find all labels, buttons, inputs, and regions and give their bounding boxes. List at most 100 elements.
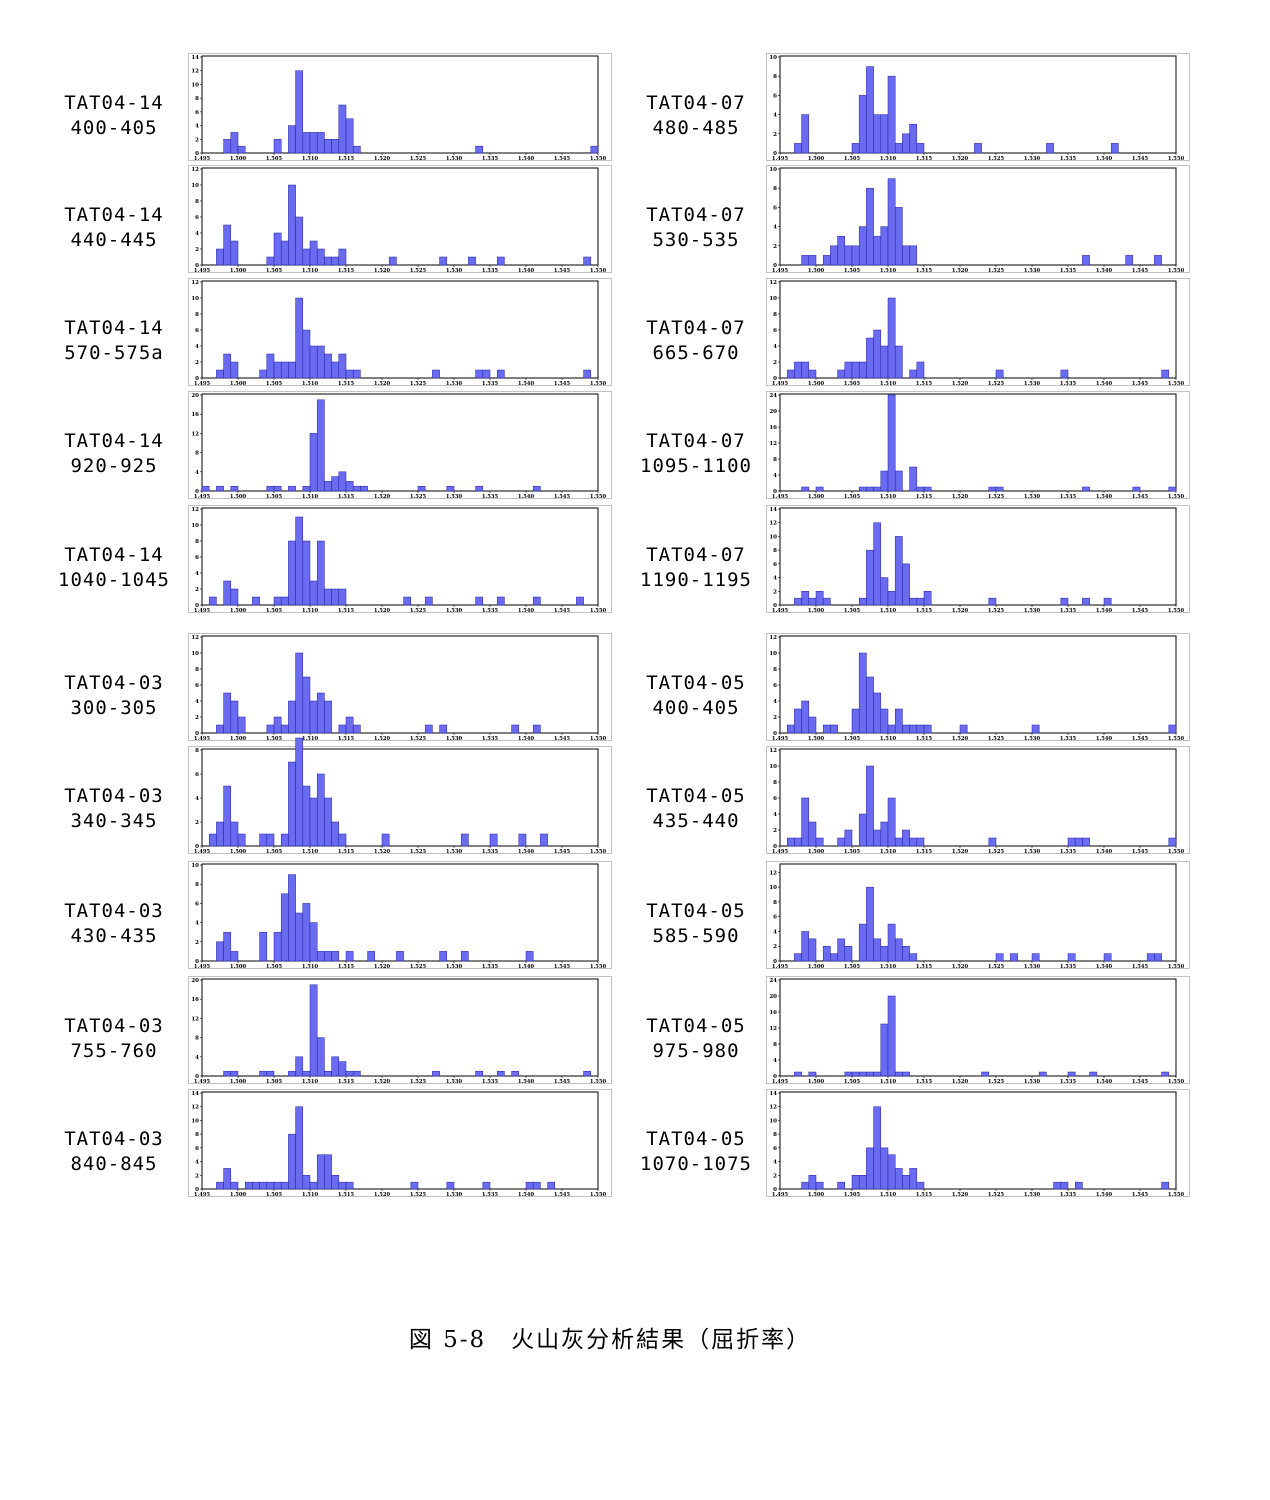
sample-id: TAT04-05 xyxy=(646,785,746,807)
x-tick-label: 1.515 xyxy=(338,849,355,855)
histogram-bar xyxy=(1110,143,1119,154)
histogram-bar xyxy=(1161,1071,1170,1077)
x-tick-label: 1.525 xyxy=(410,1079,427,1085)
x-tick-label: 1.545 xyxy=(554,156,571,162)
histogram-bar xyxy=(995,486,1004,492)
x-tick-label: 1.545 xyxy=(554,268,571,274)
histogram-bar xyxy=(822,597,831,606)
histogram-bar xyxy=(295,737,304,847)
x-tick-label: 1.540 xyxy=(1096,381,1113,387)
histogram-bar xyxy=(324,797,332,847)
y-tick-label: 6 xyxy=(195,328,199,334)
histogram-bar xyxy=(489,833,498,847)
histogram-bar xyxy=(880,1147,889,1190)
histogram-bar xyxy=(223,224,232,266)
x-tick-label: 1.500 xyxy=(230,156,247,162)
histogram-bar xyxy=(309,984,318,1077)
histogram-bar xyxy=(858,652,867,734)
histogram-bar xyxy=(786,369,795,379)
sample-depth: 840-845 xyxy=(70,1153,158,1175)
y-tick-label: 10 xyxy=(191,183,199,189)
x-tick-label: 1.515 xyxy=(916,1192,933,1198)
histogram-bar xyxy=(468,256,476,266)
histogram-bar xyxy=(237,716,246,734)
x-tick-label: 1.510 xyxy=(880,964,897,970)
histogram-bar xyxy=(309,433,318,492)
histogram-bar xyxy=(909,953,918,962)
x-tick-label: 1.510 xyxy=(880,608,897,614)
histogram-bar xyxy=(475,596,484,606)
histogram-chart: 0 2 4 6 8 10 12 1.495 1.500 1.505 1.510 1.515 1.520 1… xyxy=(188,165,612,274)
histogram-bar xyxy=(288,540,296,606)
histogram-bar xyxy=(1146,953,1155,962)
histogram-bar xyxy=(201,485,210,492)
histogram-bar xyxy=(309,345,318,379)
x-tick-label: 1.510 xyxy=(880,1192,897,1198)
histogram-bar xyxy=(1031,953,1040,962)
histogram-bar xyxy=(909,837,918,847)
histogram-bar xyxy=(923,486,932,492)
histogram-bar xyxy=(808,255,817,266)
histogram-bar xyxy=(273,931,282,962)
x-tick-label: 1.550 xyxy=(590,268,607,274)
y-tick-label: 8 xyxy=(773,1042,777,1048)
x-tick-label: 1.540 xyxy=(518,381,535,387)
sample-id: TAT04-05 xyxy=(646,672,746,694)
x-tick-label: 1.515 xyxy=(916,608,933,614)
x-tick-label: 1.550 xyxy=(1168,494,1185,500)
histogram-bar xyxy=(244,1181,253,1190)
y-tick-label: 10 xyxy=(191,1118,199,1124)
histogram-bar xyxy=(837,369,846,379)
y-tick-label: 2 xyxy=(773,828,777,834)
histogram-bar xyxy=(583,256,592,266)
y-tick-label: 14 xyxy=(191,55,199,61)
x-tick-label: 1.500 xyxy=(808,849,825,855)
histogram-bar xyxy=(866,886,874,962)
histogram-bar xyxy=(858,361,867,379)
histogram-bar xyxy=(808,369,817,379)
histogram-bar xyxy=(302,540,311,606)
sample-depth: 1070-1075 xyxy=(640,1153,752,1175)
sample-id: TAT04-14 xyxy=(64,544,164,566)
x-tick-label: 1.500 xyxy=(230,849,247,855)
histogram-bar xyxy=(866,66,874,154)
x-tick-label: 1.520 xyxy=(952,156,969,162)
x-tick-label: 1.500 xyxy=(808,736,825,742)
histogram-bar xyxy=(1132,486,1141,492)
chart-border xyxy=(766,53,1190,161)
x-tick-label: 1.500 xyxy=(808,964,825,970)
histogram-bar xyxy=(410,1181,419,1190)
histogram-bar xyxy=(902,563,910,606)
sample-id: TAT04-03 xyxy=(64,1015,164,1037)
histogram-bar xyxy=(230,1181,239,1190)
x-tick-label: 1.515 xyxy=(916,268,933,274)
x-tick-label: 1.550 xyxy=(590,608,607,614)
histogram-bar xyxy=(801,255,810,266)
y-tick-label: 4 xyxy=(195,796,199,802)
histogram-bar xyxy=(252,596,260,606)
histogram-bar xyxy=(367,951,376,962)
histogram-bar xyxy=(1060,597,1069,606)
histogram-bar xyxy=(331,951,340,962)
x-tick-label: 1.510 xyxy=(302,381,319,387)
x-tick-label: 1.515 xyxy=(916,494,933,500)
sample-id: TAT04-07 xyxy=(646,430,746,452)
y-tick-label: 12 xyxy=(769,1026,777,1032)
sample-depth: 440-445 xyxy=(70,229,158,251)
histogram-bar xyxy=(230,700,239,734)
x-tick-label: 1.540 xyxy=(518,156,535,162)
y-tick-label: 4 xyxy=(773,812,777,818)
histogram-bar xyxy=(1089,1071,1098,1077)
y-tick-label: 8 xyxy=(195,882,199,888)
histogram-bar xyxy=(309,700,318,734)
x-tick-label: 1.525 xyxy=(410,1192,427,1198)
histogram-chart: 0 2 4 6 8 10 12 1.495 1.500 1.505 1.510 1.515 1.520 1… xyxy=(188,278,612,387)
x-tick-label: 1.540 xyxy=(518,1192,535,1198)
x-tick-label: 1.545 xyxy=(554,964,571,970)
histogram-bar xyxy=(1103,597,1112,606)
histogram-bar xyxy=(794,708,802,734)
y-tick-label: 2 xyxy=(773,132,777,138)
sample-id: TAT04-03 xyxy=(64,1128,164,1150)
histogram-bar xyxy=(288,485,296,492)
x-tick-label: 1.525 xyxy=(988,268,1005,274)
